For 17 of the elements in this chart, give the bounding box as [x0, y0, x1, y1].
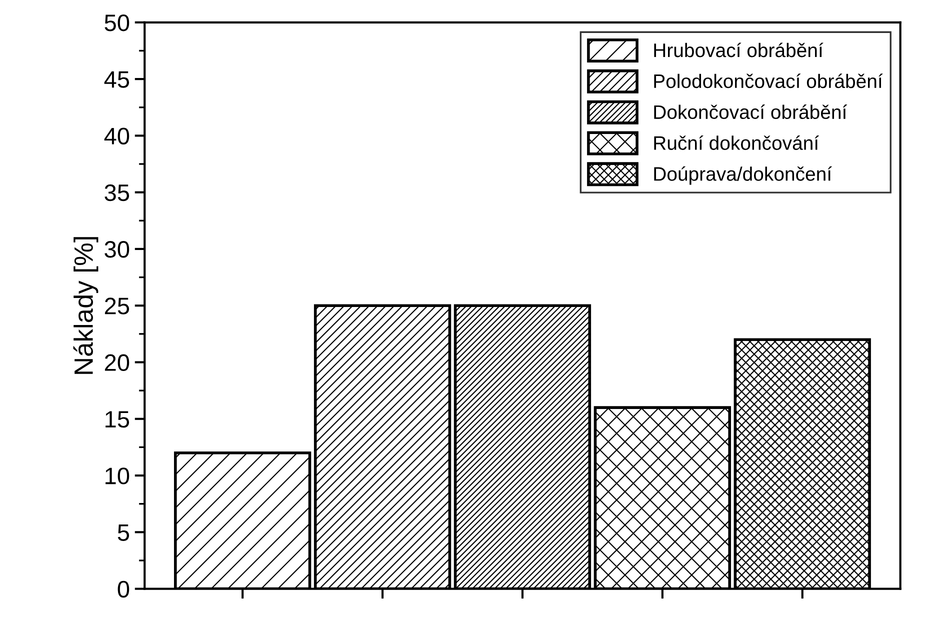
legend-label: Polodokončovací obrábění: [654, 74, 883, 88]
y-tick-label: 0: [118, 580, 130, 598]
legend-label: Dokončovací obrábění: [654, 104, 848, 120]
y-tick-label: 10: [106, 468, 130, 484]
y-tick-label: 50: [104, 14, 130, 32]
legend-label: Hrubovací obrábění: [654, 42, 824, 58]
y-tick-label: 30: [104, 241, 130, 258]
y-tick-label: 25: [104, 298, 130, 314]
y-axis-title: Náklady [%]: [73, 237, 98, 374]
y-tick-label: 35: [104, 184, 130, 202]
legend-label: Ruční dokončování: [654, 135, 819, 150]
y-tick-label: 20: [104, 354, 130, 372]
legend-label: Doúprava/dokončení: [654, 166, 832, 185]
y-tick-label: 15: [106, 411, 130, 428]
y-tick-label: 40: [104, 128, 130, 144]
y-tick-label: 45: [104, 71, 130, 88]
y-tick-label: 5: [118, 524, 130, 541]
